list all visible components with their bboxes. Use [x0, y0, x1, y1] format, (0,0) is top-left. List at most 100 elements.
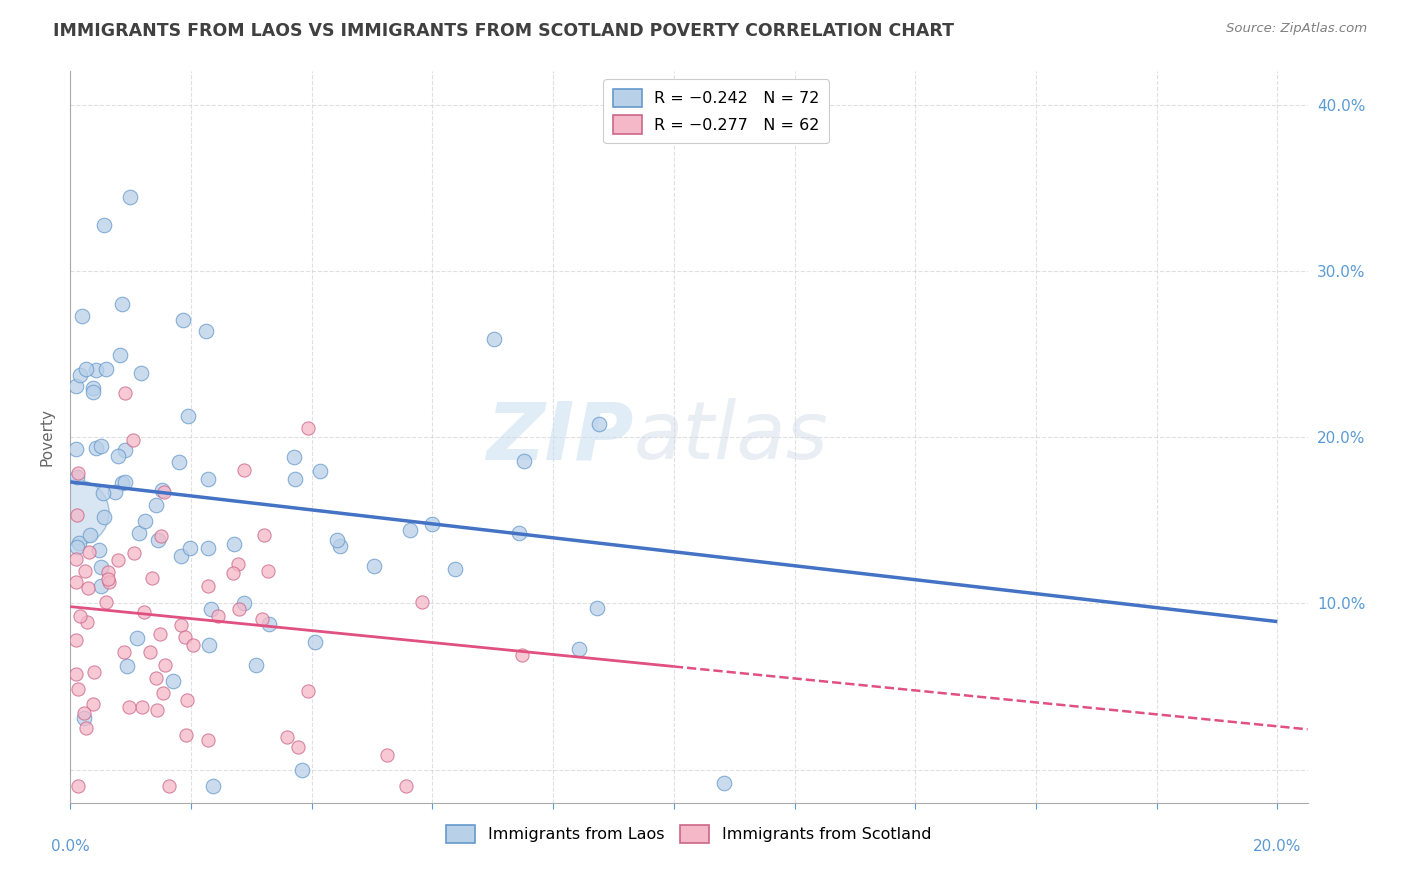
Point — [67, 536, 90, 550]
Text: 20.0%: 20.0% — [1253, 839, 1302, 855]
Point — [139, 645, 162, 659]
Point — [194, 325, 217, 339]
Point — [422, 516, 444, 531]
Point — [90, 560, 112, 574]
Point — [252, 612, 274, 626]
Point — [122, 545, 145, 559]
Point — [82, 698, 104, 712]
Point — [128, 526, 150, 541]
Point — [84, 442, 107, 456]
Point — [141, 571, 163, 585]
Point — [97, 574, 120, 589]
Point — [197, 541, 219, 555]
Point — [96, 362, 118, 376]
Point — [108, 348, 131, 362]
Point — [87, 542, 110, 557]
Point — [568, 641, 591, 656]
Point — [202, 779, 225, 793]
Point — [245, 657, 267, 672]
Point — [114, 386, 136, 401]
Point — [69, 368, 91, 382]
Point — [176, 728, 198, 742]
Text: atlas: atlas — [633, 398, 828, 476]
Point — [118, 190, 141, 204]
Point — [73, 711, 96, 725]
Point — [104, 484, 127, 499]
Point — [65, 632, 87, 647]
Point — [70, 309, 93, 323]
Point — [152, 686, 174, 700]
Point — [114, 475, 136, 490]
Point — [508, 525, 530, 540]
Point — [713, 776, 735, 790]
Point — [222, 566, 245, 580]
Point — [66, 681, 89, 696]
Point — [77, 544, 100, 558]
Point — [107, 450, 129, 464]
Point — [93, 509, 115, 524]
Point — [111, 476, 134, 491]
Point — [176, 693, 198, 707]
Point — [145, 498, 167, 512]
Point — [297, 421, 319, 435]
Text: ZIP: ZIP — [486, 398, 633, 476]
Legend: Immigrants from Laos, Immigrants from Scotland: Immigrants from Laos, Immigrants from Sc… — [440, 819, 938, 850]
Point — [75, 362, 97, 376]
Point — [134, 514, 156, 528]
Point — [233, 596, 256, 610]
Point — [257, 617, 280, 632]
Point — [84, 363, 107, 377]
Text: 0.0%: 0.0% — [51, 839, 90, 855]
Point — [146, 703, 169, 717]
Point — [97, 565, 120, 579]
Point — [181, 638, 204, 652]
Point — [66, 508, 89, 523]
Point — [411, 595, 433, 609]
Point — [375, 747, 398, 762]
Point — [287, 739, 309, 754]
Point — [308, 464, 330, 478]
Point — [150, 528, 173, 542]
Point — [167, 455, 190, 469]
Point — [224, 537, 246, 551]
Point — [444, 562, 467, 576]
Point — [399, 523, 422, 537]
Point — [276, 731, 298, 745]
Text: IMMIGRANTS FROM LAOS VS IMMIGRANTS FROM SCOTLAND POVERTY CORRELATION CHART: IMMIGRANTS FROM LAOS VS IMMIGRANTS FROM … — [53, 22, 955, 40]
Point — [482, 332, 505, 346]
Point — [65, 505, 87, 519]
Point — [153, 484, 176, 499]
Point — [73, 706, 96, 720]
Point — [253, 528, 276, 542]
Point — [75, 564, 97, 578]
Point — [197, 473, 219, 487]
Point — [66, 779, 89, 793]
Point — [77, 581, 100, 595]
Point — [228, 601, 250, 615]
Point — [172, 312, 194, 326]
Point — [197, 733, 219, 747]
Point — [65, 666, 87, 681]
Point — [66, 470, 89, 484]
Point — [65, 379, 87, 393]
Point — [93, 218, 115, 232]
Point — [149, 627, 172, 641]
Point — [65, 552, 87, 566]
Point — [96, 595, 118, 609]
Point — [131, 699, 153, 714]
Point — [82, 385, 104, 400]
Point — [125, 631, 148, 645]
Point — [79, 527, 101, 541]
Point — [226, 557, 249, 571]
Point — [118, 699, 141, 714]
Point — [76, 615, 98, 630]
Point — [197, 579, 219, 593]
Point — [83, 665, 105, 679]
Point — [82, 381, 104, 395]
Point — [107, 553, 129, 567]
Point — [363, 559, 385, 574]
Point — [157, 779, 180, 793]
Point — [283, 450, 305, 464]
Point — [284, 472, 307, 486]
Point — [198, 638, 221, 652]
